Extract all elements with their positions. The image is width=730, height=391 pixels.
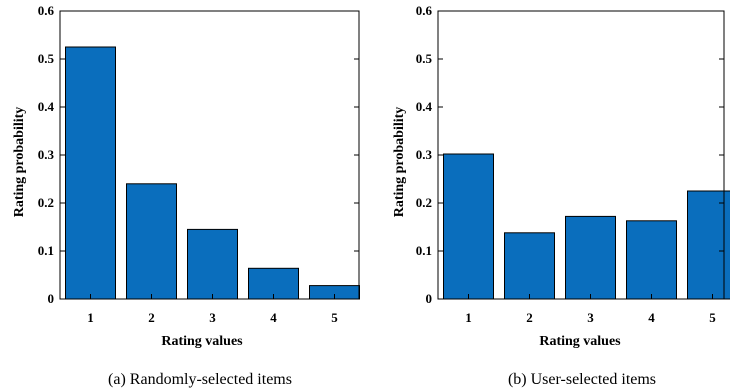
panel-b-ylabel: Rating probability — [392, 107, 407, 218]
panel-a-bar-3 — [187, 228, 238, 300]
panel-a-xtick-label: 3 — [209, 310, 216, 325]
panel-a-ytick-label: 0.3 — [38, 147, 55, 162]
panel-a-xtick-label: 4 — [270, 310, 277, 325]
panel-b-xlabel: Rating values — [539, 334, 621, 349]
panel-b-bar-2 — [504, 232, 555, 300]
panel-b-xtick-label: 5 — [709, 310, 716, 325]
panel-b-ytick-label: 0 — [426, 291, 433, 306]
panel-b-bar-1 — [443, 153, 494, 300]
panel-a-ytick-label: 0.4 — [38, 99, 55, 114]
panel-a-bar-2 — [126, 183, 177, 300]
panel-a-ytick-label: 0.1 — [38, 243, 54, 258]
panel-a-ytick-label: 0.5 — [38, 51, 55, 66]
panel-a-xlabel: Rating values — [161, 334, 243, 349]
panel-a-caption: (a) Randomly-selected items — [108, 371, 292, 388]
panel-b-ytick-label: 0.4 — [416, 99, 433, 114]
panel-b-ytick-label: 0.2 — [416, 195, 432, 210]
panel-b-xtick-label: 4 — [648, 310, 655, 325]
panel-b-ytick-label: 0.5 — [416, 51, 433, 66]
panel-a-ytick-label: 0 — [48, 291, 55, 306]
panel-a-bar-4 — [248, 267, 299, 300]
panel-b-ytick-label: 0.1 — [416, 243, 432, 258]
panel-b-xtick-label: 1 — [465, 310, 472, 325]
panel-b-bar-3 — [565, 215, 616, 300]
panel-b-bar-5 — [687, 190, 730, 300]
panel-b-xtick-label: 3 — [587, 310, 594, 325]
chart-panel-b: Rating probability Rating values (b) Use… — [392, 3, 730, 388]
panel-a-bar-1 — [65, 46, 116, 300]
panel-b-caption: (b) User-selected items — [508, 371, 656, 388]
panel-b-xtick-label: 2 — [526, 310, 533, 325]
panel-a-ylabel: Rating probability — [12, 107, 27, 218]
panel-b-ytick-label: 0.3 — [416, 147, 433, 162]
panel-a-ytick-label: 0.2 — [38, 195, 54, 210]
panel-a-xtick-label: 1 — [87, 310, 94, 325]
panel-a-ytick-label: 0.6 — [38, 3, 55, 18]
panel-a-xtick-label: 5 — [331, 310, 338, 325]
panel-a-xtick-label: 2 — [148, 310, 155, 325]
panel-b-ytick-label: 0.6 — [416, 3, 433, 18]
panel-b-bar-4 — [626, 220, 677, 300]
chart-panel-a: Rating probability Rating values (a) Ran… — [12, 3, 360, 388]
